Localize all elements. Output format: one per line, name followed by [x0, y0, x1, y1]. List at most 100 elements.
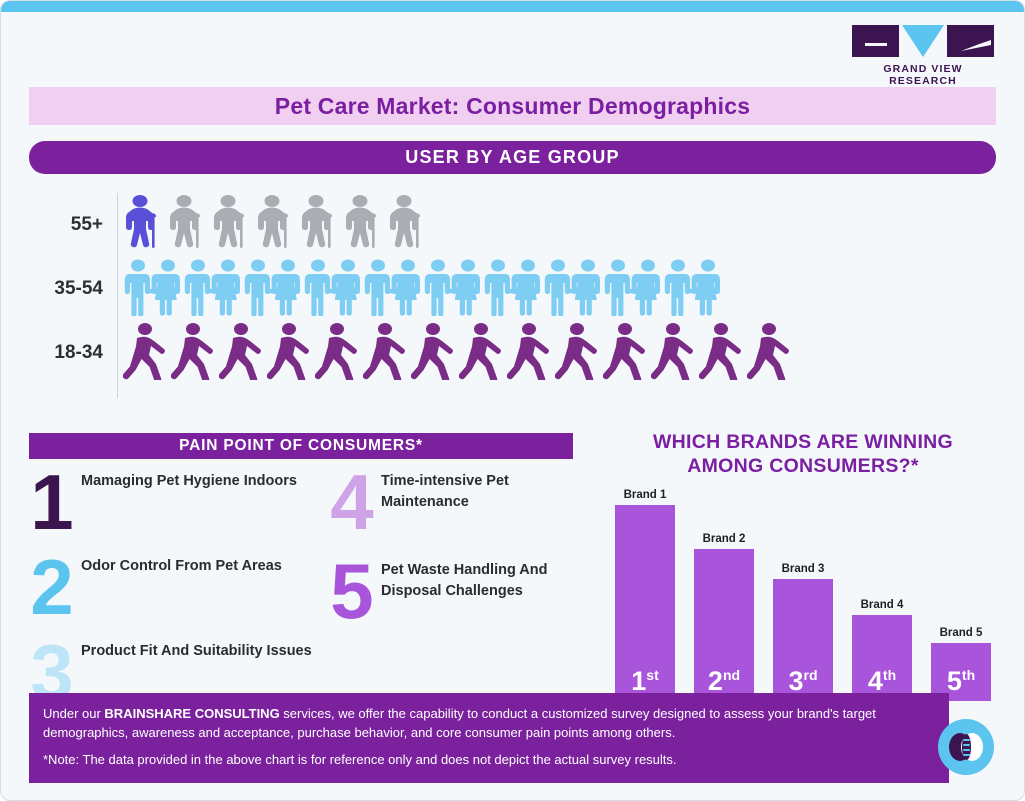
pain-point-number-icon: 1: [29, 458, 81, 546]
adult-couple-icon: [424, 259, 480, 317]
bar-rect: 2nd: [694, 549, 754, 701]
pictogram-icon: [698, 322, 749, 385]
adult-couple-icon: [484, 259, 540, 317]
bar-category-label: Brand 3: [781, 563, 825, 575]
pain-point-label: Product Fit And Suitability Issues: [81, 643, 312, 659]
adult-couple-icon: [304, 259, 360, 317]
bar-rect: 5th: [931, 643, 991, 701]
pain-point-item: 4 Time-intensive Pet Maintenance: [329, 458, 581, 546]
pain-points-right-column: 4 Time-intensive Pet Maintenance 5 Pet Wast…: [329, 458, 581, 647]
pictogram-icon: [183, 258, 245, 321]
brainshare-circle-icon: [938, 719, 994, 775]
pictogram-icon: [122, 322, 173, 385]
adult-couple-icon: [124, 259, 180, 317]
walking-young-person-icon: [218, 323, 261, 383]
pain-point-number-5-icon: 5: [330, 547, 373, 635]
walking-young-person-icon: [602, 323, 645, 383]
pictogram-icon: [314, 322, 365, 385]
bar-rank-label: 5th: [946, 666, 976, 696]
walking-young-person-icon: [554, 323, 597, 383]
svg-text:2: 2: [30, 554, 73, 616]
pictogram-row-55+: 55+: [29, 193, 996, 257]
walking-young-person-icon: [170, 323, 213, 383]
pictogram-icon: [255, 194, 301, 257]
footer-brainshare-name: BRAINSHARE CONSULTING: [104, 706, 280, 722]
pain-point-label: Mamaging Pet Hygiene Indoors: [81, 473, 297, 489]
bar-rect: 4th: [852, 615, 912, 701]
pictogram-icon: [554, 322, 605, 385]
walking-young-person-icon: [410, 323, 453, 383]
walking-young-person-icon: [122, 323, 165, 383]
walking-young-person-icon: [314, 323, 357, 383]
adult-couple-icon: [244, 259, 300, 317]
pictogram-icon: [410, 322, 461, 385]
pictogram-icon: [170, 322, 221, 385]
pictogram-icon: [211, 194, 257, 257]
elderly-person-with-cane-icon: [170, 195, 201, 248]
pain-point-number-3-icon: 3: [30, 628, 73, 716]
svg-text:5: 5: [330, 558, 373, 620]
pain-point-number-icon: 4: [329, 458, 381, 546]
page-title: Pet Care Market: Consumer Demographics: [274, 92, 751, 119]
pictogram-icon: [363, 258, 425, 321]
pain-point-number-2-icon: 2: [30, 543, 73, 631]
brands-chart-title: WHICH BRANDS ARE WINNING AMONG CONSUMERS…: [601, 431, 1005, 479]
svg-text:4: 4: [330, 469, 373, 531]
bar-column: Brand 4 4th: [852, 599, 912, 701]
adult-couple-icon: [604, 259, 660, 317]
pain-point-item: 1 Mamaging Pet Hygiene Indoors: [29, 458, 329, 546]
walking-young-person-icon: [506, 323, 549, 383]
bar-rank-label: 1st: [631, 666, 659, 696]
adult-couple-icon: [364, 259, 420, 317]
title-band: Pet Care Market: Consumer Demographics: [29, 87, 996, 125]
top-accent-strip: [1, 1, 1024, 12]
pictogram-icon: [543, 258, 605, 321]
bar-rank-label: 3rd: [788, 666, 818, 696]
pictogram-icon: [343, 194, 389, 257]
walking-young-person-icon: [650, 323, 693, 383]
pictogram-icon: [243, 258, 305, 321]
pain-point-label: Pet Waste Handling And Disposal Challeng…: [381, 562, 548, 599]
footer-text-pre: Under our: [43, 706, 105, 722]
pain-points-heading-bar: PAIN POINT OF CONSUMERS*: [29, 433, 573, 459]
pictogram-icon: [362, 322, 413, 385]
pictogram-icon: [458, 322, 509, 385]
pictogram-icon: [746, 322, 797, 385]
brainshare-badge-glyph: [949, 733, 983, 761]
elderly-person-with-cane-icon: [214, 195, 245, 248]
pictogram-icon: [167, 194, 213, 257]
brands-chart-title-line1: WHICH BRANDS ARE WINNING: [652, 431, 954, 453]
walking-young-person-icon: [458, 323, 501, 383]
pictogram-icon: [483, 258, 545, 321]
pictogram-icon: [423, 258, 485, 321]
pictogram-row-label: 35-54: [54, 278, 103, 299]
elderly-person-with-cane-icon: [258, 195, 289, 248]
pictogram-icon: [603, 258, 665, 321]
elderly-person-with-cane-icon: [390, 195, 421, 248]
walking-young-person-icon: [746, 323, 789, 383]
pictogram-axis-line: [117, 193, 118, 398]
footer-description: Under our BRAINSHARE CONSULTING services…: [43, 705, 935, 743]
pictogram-icon-group: [117, 194, 433, 257]
brands-bar-chart: Brand 1 1st Brand 2 2nd Brand 3 3rd Brand 4 4th…: [601, 486, 1005, 701]
pictogram-icon: [506, 322, 557, 385]
pictogram-icon: [123, 194, 169, 257]
adult-couple-icon: [544, 259, 600, 317]
grand-view-research-logo: GRAND VIEW RESEARCH: [852, 25, 994, 87]
walking-young-person-icon: [698, 323, 741, 383]
pain-points-left-column: 1 Mamaging Pet Hygiene Indoors 2 Odor Contr…: [29, 458, 329, 724]
pictogram-icon: [299, 194, 345, 257]
logo-mark-group: [852, 25, 994, 57]
bar-category-label: Brand 5: [939, 627, 983, 639]
pain-point-label: Odor Control From Pet Areas: [81, 558, 282, 574]
pain-point-number-icon: 5: [329, 547, 381, 635]
pictogram-row-18-34: 18-34: [29, 321, 996, 385]
logo-r-mark-icon: [947, 25, 994, 57]
bar-column: Brand 1 1st: [615, 489, 675, 701]
age-section-heading-label: USER BY AGE GROUP: [405, 147, 620, 167]
bar-rect: 1st: [615, 505, 675, 701]
footer-note: *Note: The data provided in the above ch…: [43, 752, 677, 768]
bar-column: Brand 3 3rd: [773, 563, 833, 701]
logo-g-mark-icon: [852, 25, 899, 57]
